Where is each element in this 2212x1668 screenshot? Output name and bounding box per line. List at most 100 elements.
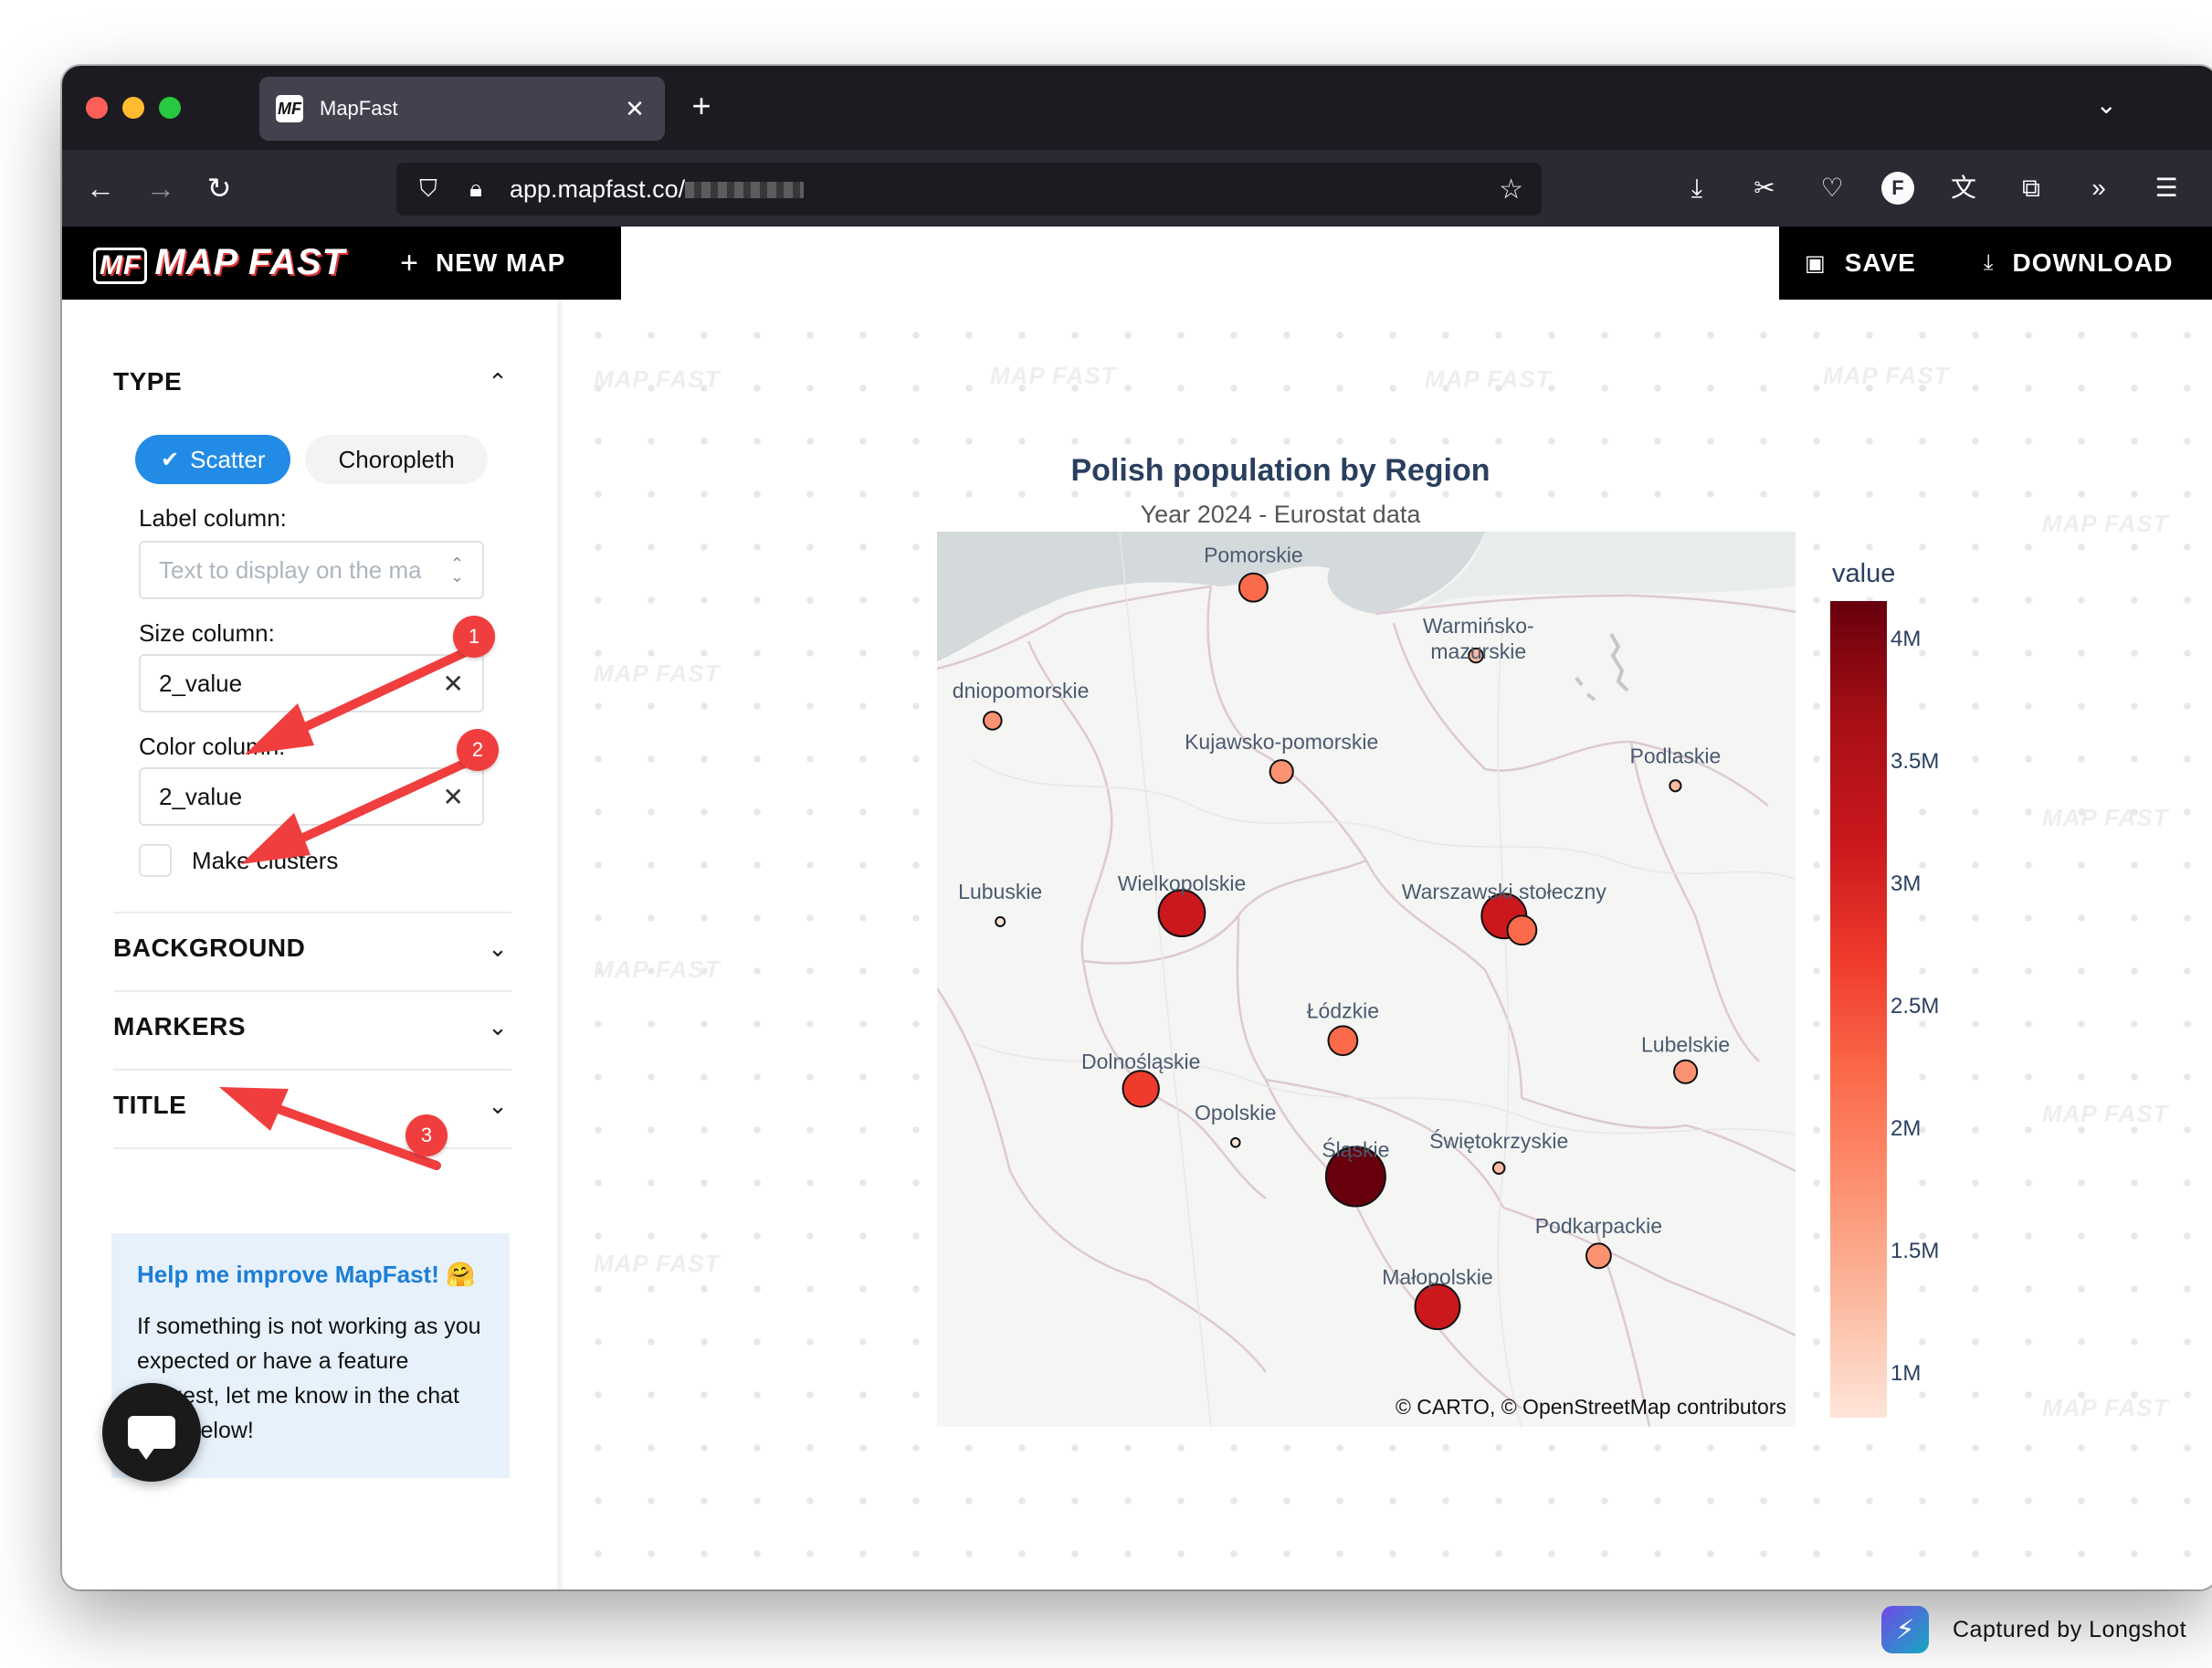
size-column-select[interactable]: 2_value ✕ (139, 654, 484, 713)
region-border (1502, 1206, 1796, 1337)
marker-mazowiecki-regionalny[interactable] (1506, 914, 1538, 946)
overflow-icon[interactable]: » (2091, 174, 2106, 202)
chevron-down-icon[interactable]: ⌄ (488, 1012, 508, 1040)
region-label: Podkarpackie (1535, 1214, 1662, 1238)
account-icon[interactable]: F (1881, 172, 1914, 205)
browser-tab[interactable]: MF MapFast ✕ (259, 77, 665, 141)
longshot-watermark: ⚡ Captured by Longshot (1881, 1606, 2186, 1653)
mapfast-favicon-icon: MF (276, 95, 303, 122)
region-border (1629, 741, 1760, 1062)
marker-opolskie[interactable] (1230, 1137, 1241, 1148)
translate-icon[interactable]: 文 (1950, 174, 1976, 202)
marker-lubelskie[interactable] (1673, 1059, 1699, 1084)
screenshot-icon[interactable]: ✂ (1754, 174, 1775, 202)
make-clusters-checkbox[interactable] (139, 844, 172, 877)
region-label: Małopolskie (1382, 1265, 1492, 1289)
region-border (1375, 594, 1796, 616)
marker-łódzkie[interactable] (1327, 1025, 1359, 1057)
region-border (1206, 586, 1368, 861)
forward-icon[interactable]: → (146, 172, 175, 205)
colorbar-tick: 3.5M (1891, 749, 1940, 774)
marker-dniopomorskie[interactable] (982, 711, 1003, 731)
choropleth-option[interactable]: Choropleth (305, 435, 488, 484)
region-border (1521, 1096, 1796, 1173)
new-tab-button[interactable]: + (691, 87, 711, 124)
color-column-label: Color column: (139, 733, 286, 760)
lock-icon[interactable]: 🔒︎ (469, 174, 482, 202)
pocket-icon[interactable]: ♡ (1820, 174, 1844, 202)
app-header: MF MAP FAST + NEW MAP ▣ SAVE ⤓ DOWNLOAD (62, 227, 2212, 300)
marker-wielkopolskie[interactable] (1157, 889, 1206, 938)
mapfast-app: MF MAP FAST + NEW MAP ▣ SAVE ⤓ DOWNLOAD TYPE… (62, 227, 2212, 1589)
minimize-window-button[interactable] (122, 97, 144, 119)
marker-warmińsko-mazurskie[interactable] (1468, 647, 1484, 664)
poland-map-svg[interactable]: Pomorskie Warmińsko-mazurskie dniopomorski… (937, 532, 1796, 1427)
extensions-icon[interactable]: ⧉ (2022, 174, 2040, 202)
menu-icon[interactable]: ☰ (2154, 174, 2178, 202)
region-label: Warmińsko-mazurskie (1423, 614, 1534, 663)
chevron-down-icon[interactable]: ⌄ (488, 934, 508, 962)
annotation-badge-1: 1 (453, 616, 495, 658)
close-tab-icon[interactable]: ✕ (625, 94, 645, 122)
size-column-label: Size column: (139, 619, 275, 647)
type-section-header[interactable]: TYPE ⌃ (113, 367, 511, 396)
colorbar-title: value (1832, 559, 1896, 588)
clear-size-icon[interactable]: ✕ (442, 669, 464, 698)
region-border (1081, 960, 1267, 1199)
region-label: Wielkopolskie (1118, 871, 1247, 895)
marker-podlaskie[interactable] (1669, 779, 1682, 793)
zoom-window-button[interactable] (159, 97, 181, 119)
shield-icon[interactable]: ⛉ (419, 174, 437, 202)
region-label: Dolnośląskie (1081, 1050, 1200, 1073)
label-column-select[interactable]: Text to display on the ma ⌃ ⌄ (139, 541, 484, 599)
marker-lubuskie[interactable] (995, 916, 1006, 927)
marker-dolnośląskie[interactable] (1122, 1070, 1160, 1108)
back-icon[interactable]: ← (86, 172, 115, 205)
background-section-header[interactable]: BACKGROUND ⌄ (113, 934, 511, 963)
marker-małopolskie[interactable] (1414, 1283, 1461, 1331)
new-map-button[interactable]: + NEW MAP (400, 245, 566, 280)
region-label: Lubuskie (958, 880, 1042, 903)
mapfast-logo[interactable]: MF MAP FAST (93, 242, 345, 284)
annotation-badge-3: 3 (406, 1114, 448, 1156)
marker-pomorskie[interactable] (1238, 572, 1269, 603)
divider (113, 912, 511, 913)
watermark: MAP FAST (2042, 1394, 2169, 1421)
chevron-down-icon[interactable]: ⌄ (488, 1091, 508, 1119)
markers-section-header[interactable]: MARKERS ⌄ (113, 1012, 511, 1041)
download-icon[interactable]: ⤓ (1691, 174, 1703, 202)
region-label: Podlaskie (1630, 744, 1722, 767)
url-bar[interactable]: ⛉ 🔒︎ app.mapfast.co/ ☆ (396, 163, 1542, 216)
list-tabs-chevron-icon[interactable]: ⌄ (2095, 90, 2117, 119)
marker-podkarpackie[interactable] (1585, 1242, 1612, 1270)
region-label: Warszawski stołeczny (1402, 880, 1607, 903)
divider (113, 990, 511, 992)
marker-kujawsko-pomorskie[interactable] (1269, 759, 1294, 785)
marker-świętokrzyskie[interactable] (1491, 1161, 1506, 1175)
save-button[interactable]: ▣ SAVE (1805, 248, 1916, 277)
chevron-up-icon[interactable]: ⌃ (488, 367, 508, 396)
navigation-bar: ← → ↻ ⛉ 🔒︎ app.mapfast.co/ ☆ ⤓ ✂ ♡ F 文 ⧉… (62, 150, 2212, 227)
map-plot[interactable]: Pomorskie Warmińsko-mazurskie dniopomorski… (937, 532, 1796, 1427)
reload-icon[interactable]: ↻ (206, 172, 232, 205)
title-section-header[interactable]: TITLE ⌄ (113, 1091, 511, 1120)
labels-layer: Pomorskie Warmińsko-mazurskie dniopomorski… (953, 543, 1730, 1289)
clear-color-icon[interactable]: ✕ (442, 782, 464, 811)
road (973, 759, 1796, 880)
url-text[interactable]: app.mapfast.co/ (510, 175, 1499, 204)
chat-button[interactable] (102, 1383, 201, 1482)
longshot-logo-icon: ⚡ (1881, 1606, 1929, 1653)
scatter-option[interactable]: ✔ Scatter (135, 435, 291, 484)
url-redacted-path (685, 182, 805, 199)
color-column-select[interactable]: 2_value ✕ (139, 767, 484, 826)
colorbar-tick: 1.5M (1891, 1239, 1940, 1263)
close-window-button[interactable] (86, 97, 108, 119)
download-button[interactable]: ⤓ DOWNLOAD (1983, 248, 2174, 277)
region-label: Łódzkie (1307, 998, 1379, 1022)
chat-bubble-icon (128, 1416, 175, 1460)
watermark: MAP FAST (990, 362, 1117, 389)
region-label: Kujawsko-pomorskie (1185, 730, 1378, 754)
browser-window: MF MapFast ✕ + ⌄ ← → ↻ ⛉ 🔒︎ app.mapfast.… (62, 66, 2212, 1589)
marker-śląskie[interactable] (1324, 1145, 1386, 1208)
star-icon[interactable]: ☆ (1499, 174, 1523, 205)
